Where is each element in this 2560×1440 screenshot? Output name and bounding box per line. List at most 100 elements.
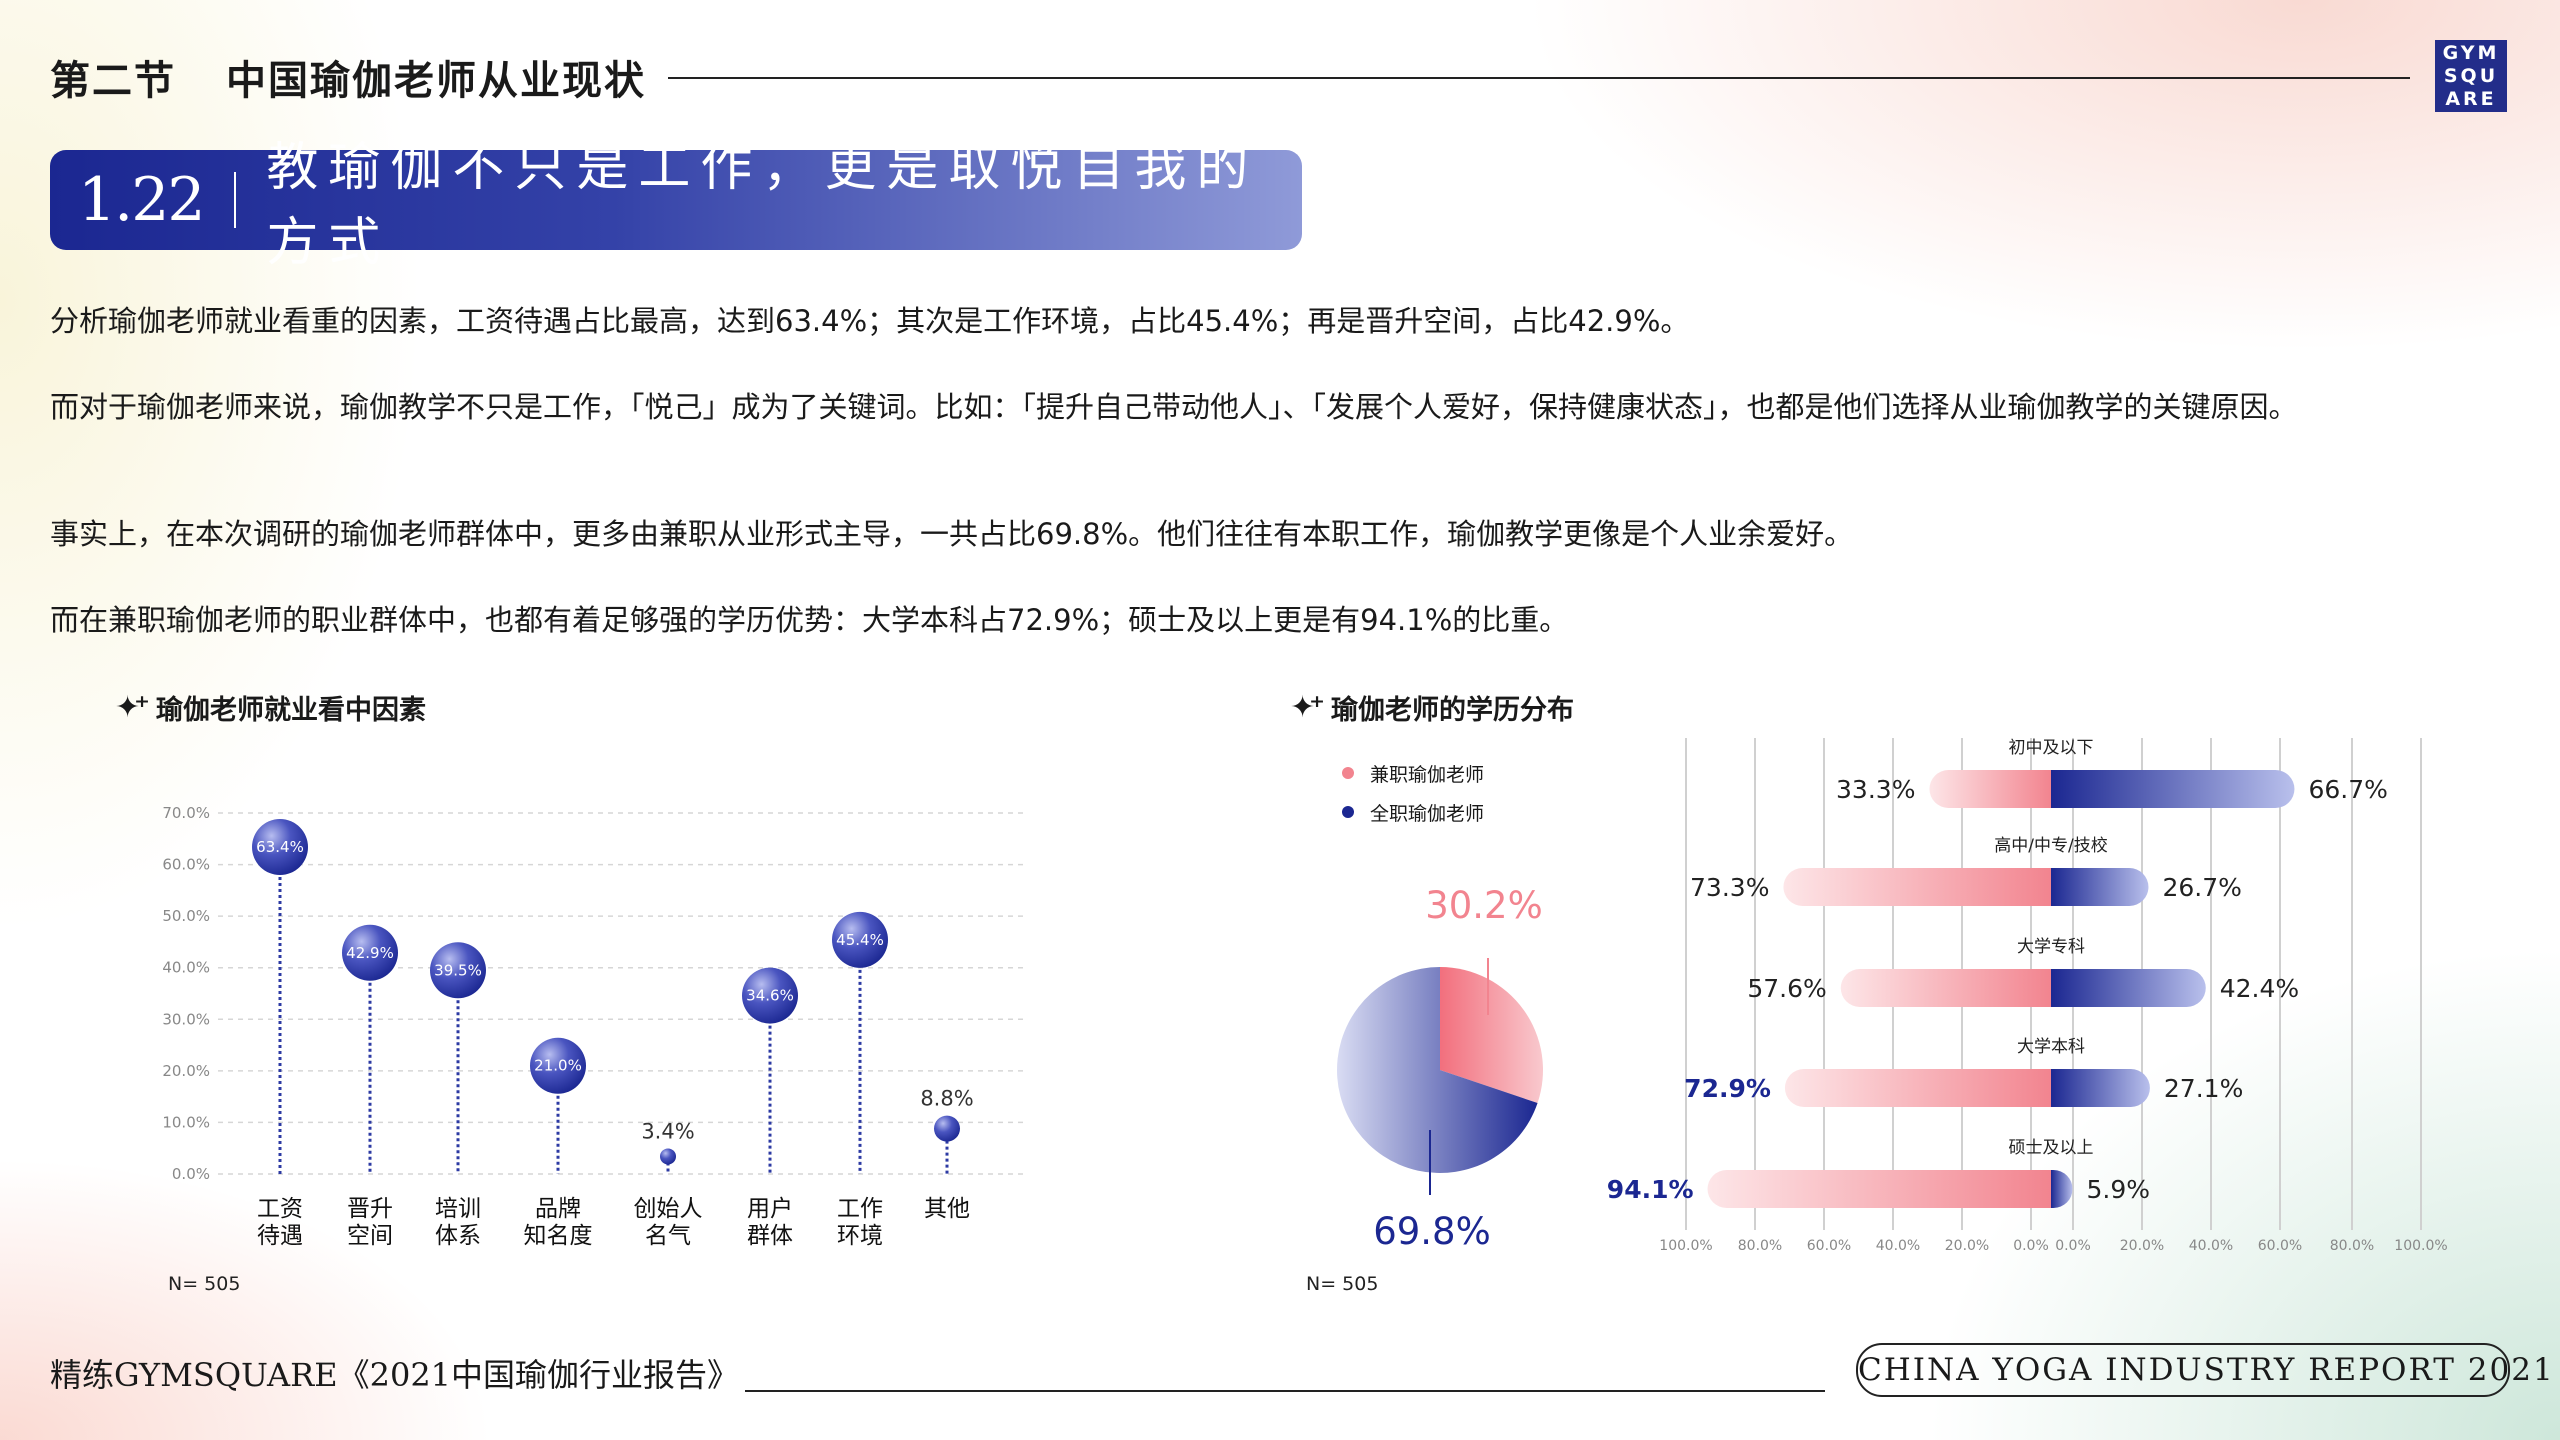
bar-fulltime bbox=[2051, 770, 2295, 808]
legend-item-parttime: 兼职瑜伽老师 bbox=[1342, 756, 1484, 790]
data-label: 45.4% bbox=[836, 931, 884, 949]
section-name: 中国瑜伽老师从业现状 bbox=[226, 58, 646, 104]
bar-label-parttime: 73.3% bbox=[1690, 873, 1769, 902]
category-label: 硕士及以上 bbox=[2009, 1138, 2094, 1158]
logo-line-2: SQU bbox=[2443, 65, 2499, 87]
x-tick-label: 20.0% bbox=[2120, 1238, 2164, 1254]
data-label: 3.4% bbox=[641, 1119, 694, 1143]
category-label: 工作 bbox=[837, 1196, 883, 1222]
category-label: 待遇 bbox=[257, 1223, 303, 1249]
x-tick-label: 20.0% bbox=[1945, 1238, 1989, 1254]
bar-label-fulltime: 42.4% bbox=[2220, 974, 2299, 1003]
lollipop-point bbox=[832, 911, 888, 968]
category-label: 大学本科 bbox=[2017, 1037, 2085, 1057]
bar-parttime bbox=[1929, 770, 2051, 808]
y-tick-label: 40.0% bbox=[162, 959, 210, 977]
bar-label-parttime: 33.3% bbox=[1836, 775, 1915, 804]
category-label: 用户 bbox=[747, 1196, 793, 1222]
logo-line-1: GYM bbox=[2442, 42, 2500, 64]
section-number: 第二节 bbox=[50, 58, 176, 104]
legend-dot-pink bbox=[1342, 767, 1354, 779]
data-label: 39.5% bbox=[434, 961, 482, 979]
footer-report-title: 精练GYMSQUARE《2021中国瑜伽行业报告》 bbox=[50, 1356, 740, 1394]
category-label: 空间 bbox=[347, 1223, 393, 1249]
education-charts: 30.2% 69.8% 初中及以下 33.3% 66.7% 高中/中专/技校 73.3% 2… bbox=[1337, 738, 2448, 1254]
factors-chart-heading: ✦⁺ 瑜伽老师就业看中因素 bbox=[115, 688, 426, 727]
category-label: 名气 bbox=[645, 1223, 691, 1249]
factors-lollipop-chart: 70.0%60.0%50.0%40.0%30.0%20.0%10.0%0.0% … bbox=[162, 804, 1028, 1249]
factors-chart-title: 瑜伽老师就业看中因素 bbox=[155, 695, 426, 726]
category-label: 高中/中专/技校 bbox=[1994, 836, 2107, 856]
bar-fulltime bbox=[2051, 969, 2206, 1007]
education-chart-heading: ✦⁺ 瑜伽老师的学历分布 bbox=[1290, 688, 1574, 727]
banner-number: 1.22 bbox=[78, 165, 206, 235]
bar-label-parttime: 57.6% bbox=[1747, 974, 1826, 1003]
education-sample-size: N= 505 bbox=[1306, 1273, 1379, 1295]
bar-label-parttime: 72.9% bbox=[1684, 1074, 1771, 1103]
section-title: 第二节 中国瑜伽老师从业现状 bbox=[50, 48, 646, 106]
x-tick-label: 60.0% bbox=[2258, 1238, 2302, 1254]
data-label: 8.8% bbox=[920, 1087, 973, 1111]
category-label: 工资 bbox=[257, 1196, 303, 1222]
x-tick-label: 100.0% bbox=[1659, 1238, 1712, 1254]
bar-label-fulltime: 26.7% bbox=[2162, 873, 2241, 902]
x-tick-label: 80.0% bbox=[2330, 1238, 2374, 1254]
bar-parttime bbox=[1840, 969, 2051, 1007]
x-tick-label: 60.0% bbox=[1807, 1238, 1851, 1254]
pie-slice-parttime bbox=[1440, 967, 1543, 1104]
bar-label-fulltime: 5.9% bbox=[2087, 1175, 2151, 1204]
footer-english-title: CHINA YOGA INDUSTRY REPORT 2021 bbox=[1856, 1343, 2553, 1397]
x-tick-label: 0.0% bbox=[2055, 1238, 2091, 1254]
x-tick-label: 40.0% bbox=[2189, 1238, 2233, 1254]
category-label: 知名度 bbox=[524, 1223, 593, 1249]
y-tick-label: 20.0% bbox=[162, 1062, 210, 1080]
bar-label-fulltime: 27.1% bbox=[2164, 1074, 2243, 1103]
header-divider bbox=[668, 77, 2410, 79]
lollipop-point bbox=[934, 1115, 960, 1142]
lollipop-point bbox=[342, 924, 398, 981]
gymsquare-logo: GYM SQU ARE bbox=[2435, 40, 2507, 112]
bar-fulltime bbox=[2051, 1170, 2073, 1208]
pie-label-parttime: 30.2% bbox=[1425, 884, 1543, 927]
education-legend: 兼职瑜伽老师 全职瑜伽老师 bbox=[1342, 756, 1484, 834]
legend-label-fulltime: 全职瑜伽老师 bbox=[1370, 802, 1485, 825]
category-label: 晋升 bbox=[347, 1196, 393, 1222]
category-label: 初中及以下 bbox=[2009, 738, 2094, 758]
y-tick-label: 50.0% bbox=[162, 907, 210, 925]
category-label: 体系 bbox=[435, 1223, 481, 1249]
banner-title: 教瑜伽不只是工作，更是取悦自我的方式 bbox=[266, 138, 1259, 273]
y-tick-label: 60.0% bbox=[162, 856, 210, 874]
lollipop-point bbox=[430, 942, 486, 999]
data-label: 21.0% bbox=[534, 1057, 582, 1075]
lollipop-point bbox=[660, 1148, 676, 1165]
banner-separator bbox=[233, 172, 237, 228]
bar-fulltime bbox=[2051, 868, 2149, 906]
bar-parttime bbox=[1784, 1069, 2051, 1107]
category-label: 品牌 bbox=[535, 1196, 581, 1222]
pie-label-fulltime: 69.8% bbox=[1373, 1210, 1491, 1253]
education-chart-title: 瑜伽老师的学历分布 bbox=[1330, 695, 1574, 726]
data-label: 42.9% bbox=[346, 944, 394, 962]
bar-label-fulltime: 66.7% bbox=[2308, 775, 2387, 804]
factors-sample-size: N= 505 bbox=[168, 1273, 241, 1295]
y-tick-label: 0.0% bbox=[172, 1165, 210, 1183]
pie-slice-fulltime bbox=[1337, 967, 1538, 1173]
lollipop-point bbox=[252, 819, 308, 876]
y-tick-label: 30.0% bbox=[162, 1010, 210, 1028]
x-tick-label: 0.0% bbox=[2013, 1238, 2049, 1254]
category-label: 创始人 bbox=[634, 1196, 703, 1222]
category-label: 环境 bbox=[837, 1223, 883, 1249]
bar-label-parttime: 94.1% bbox=[1607, 1175, 1694, 1204]
lollipop-point bbox=[742, 967, 798, 1024]
legend-label-parttime: 兼职瑜伽老师 bbox=[1370, 763, 1485, 786]
paragraph-3: 事实上，在本次调研的瑜伽老师群体中，更多由兼职从业形式主导，一共占比69.8%。… bbox=[50, 517, 1854, 551]
bar-parttime bbox=[1707, 1170, 2051, 1208]
legend-dot-navy bbox=[1342, 806, 1354, 818]
topic-banner: 1.22 教瑜伽不只是工作，更是取悦自我的方式 bbox=[50, 138, 1302, 273]
bar-fulltime bbox=[2051, 1069, 2150, 1107]
y-tick-label: 10.0% bbox=[162, 1113, 210, 1131]
data-label: 63.4% bbox=[256, 838, 304, 856]
y-tick-label: 70.0% bbox=[162, 804, 210, 822]
x-tick-label: 40.0% bbox=[1876, 1238, 1920, 1254]
category-label: 群体 bbox=[747, 1223, 793, 1249]
